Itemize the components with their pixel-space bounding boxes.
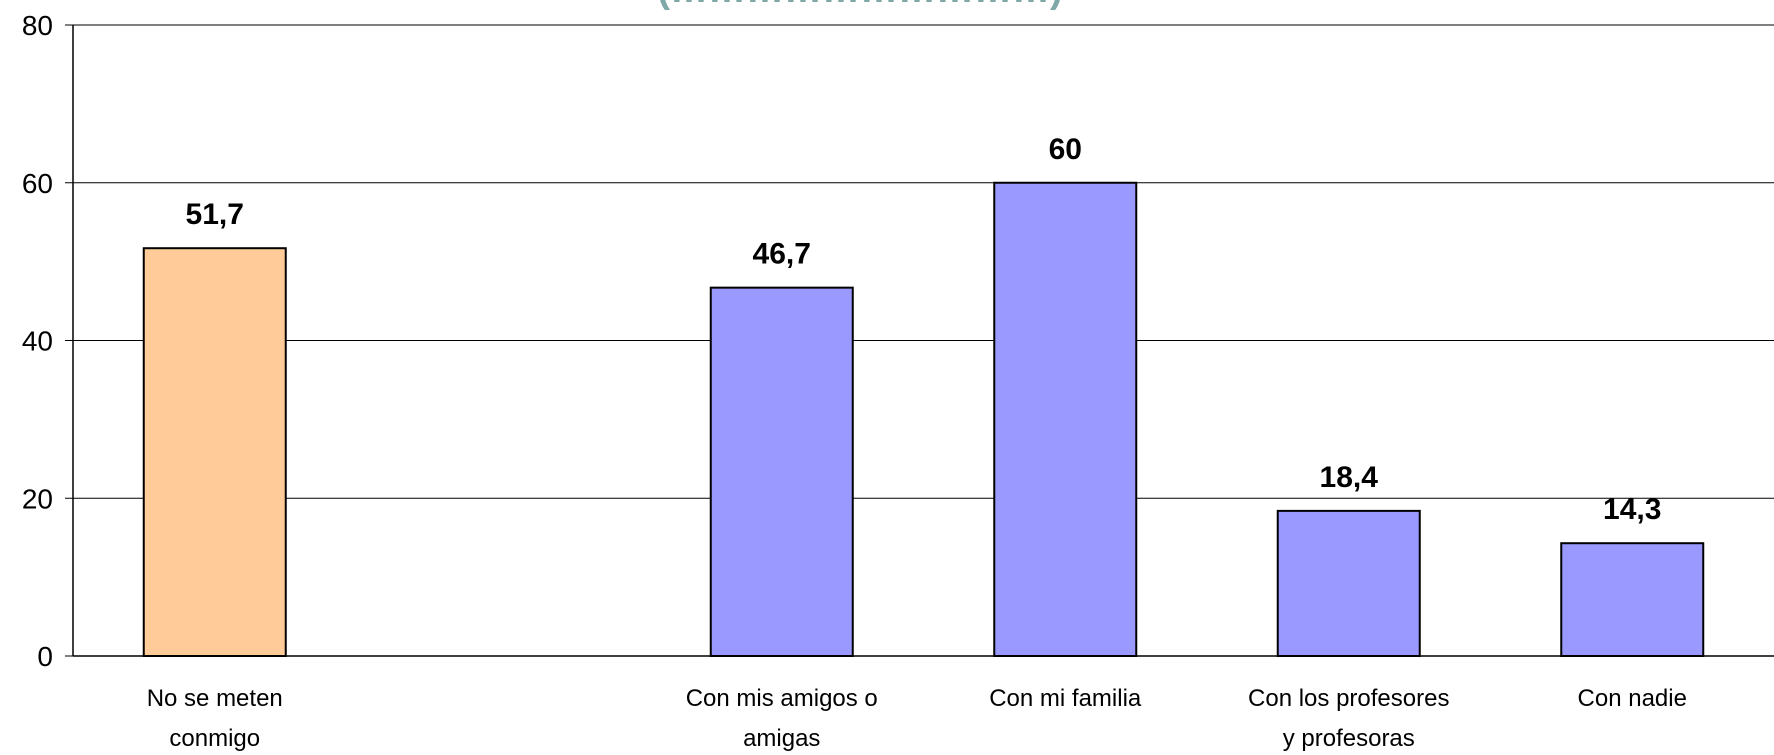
category-label: Con mi familia [989, 685, 1142, 712]
y-tick-label: 80 [22, 10, 53, 41]
category-label: conmigo [169, 725, 260, 752]
data-label: 60 [1049, 133, 1082, 166]
bar-4 [1276, 509, 1421, 657]
chart-title-fragment: (…………………………) [657, 0, 1062, 11]
data-label: 18,4 [1320, 461, 1379, 494]
y-tick-label: 40 [22, 326, 53, 357]
category-label: Con mis amigos o [686, 685, 878, 712]
data-label: 46,7 [753, 238, 811, 271]
y-tick-label: 20 [22, 483, 53, 514]
data-label: 51,7 [186, 198, 244, 231]
bar-5 [1560, 542, 1705, 657]
category-label: Con nadie [1578, 685, 1687, 712]
data-label: 14,3 [1603, 493, 1661, 526]
bar-3 [993, 181, 1138, 657]
y-tick-label: 60 [22, 168, 53, 199]
bar-2 [709, 286, 854, 657]
category-label: amigas [743, 725, 820, 752]
y-tick-label: 0 [37, 641, 53, 672]
category-label: No se meten [147, 685, 283, 712]
category-label: y profesoras [1283, 725, 1415, 752]
bar-0 [142, 247, 287, 657]
category-label: Con los profesores [1248, 685, 1449, 712]
